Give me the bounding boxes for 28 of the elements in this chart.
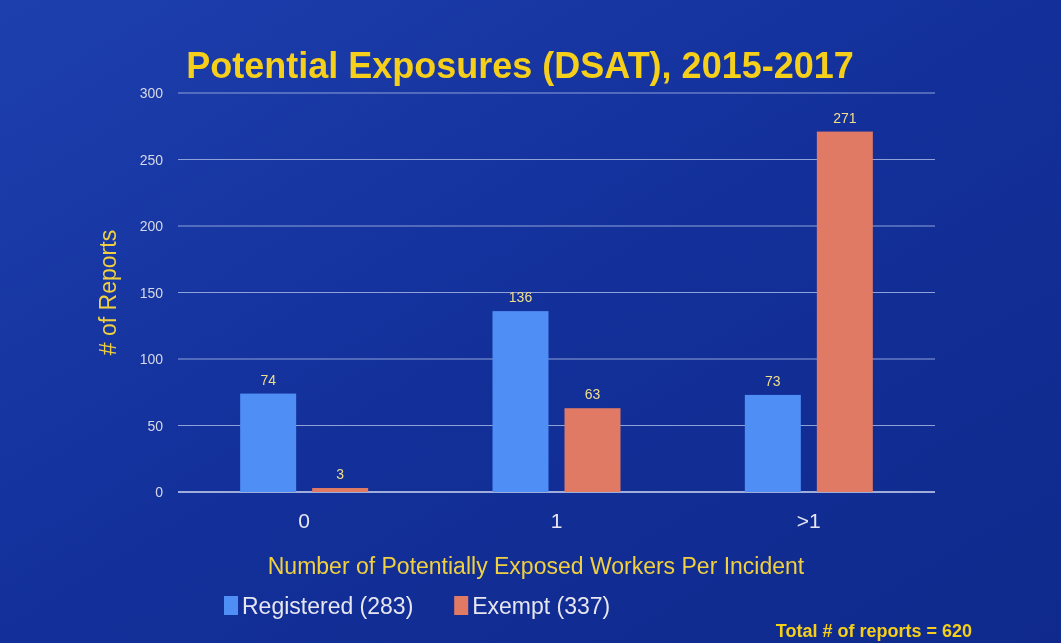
data-label: 3	[336, 466, 345, 483]
y-tick-label: 100	[139, 351, 164, 367]
bar	[816, 131, 873, 492]
x-tick-label: 1	[550, 509, 563, 532]
bar	[564, 408, 621, 492]
x-tick-label: 0	[298, 509, 311, 532]
y-axis-title: # of Reports	[95, 229, 121, 356]
data-label: 73	[765, 372, 781, 389]
data-label: 271	[833, 109, 857, 126]
chart-title: Potential Exposures (DSAT), 2015-2017	[186, 45, 854, 86]
bar	[312, 488, 369, 492]
data-label: 136	[508, 289, 533, 306]
legend-label: Registered (283)	[242, 593, 414, 619]
x-tick-label: >1	[796, 509, 821, 532]
legend-label: Exempt (337)	[472, 593, 611, 619]
bar	[492, 311, 549, 492]
y-tick-label: 250	[139, 151, 164, 168]
bar	[744, 394, 801, 492]
y-tick-label: 200	[139, 218, 164, 234]
data-label: 74	[260, 371, 277, 388]
text: Total # of reports = 620	[775, 621, 972, 641]
data-label: 63	[584, 386, 601, 403]
y-tick-label: 300	[139, 85, 164, 101]
y-tick-label: 50	[147, 417, 164, 434]
x-axis-title: Number of Potentially Exposed Workers Per Incident	[267, 553, 805, 579]
y-tick-label: 150	[139, 284, 164, 301]
y-tick-label: 0	[155, 484, 164, 500]
bar	[240, 393, 297, 492]
